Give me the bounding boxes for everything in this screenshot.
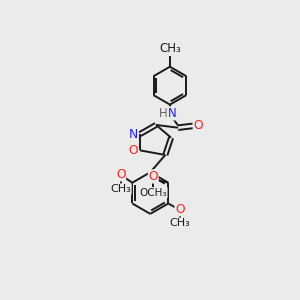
- Text: CH₃: CH₃: [159, 42, 181, 56]
- Text: O: O: [148, 170, 158, 183]
- Text: O: O: [193, 119, 203, 132]
- Text: O: O: [116, 168, 125, 181]
- Text: CH₃: CH₃: [169, 218, 190, 228]
- Text: CH₃: CH₃: [110, 184, 131, 194]
- Text: N: N: [167, 107, 176, 120]
- Text: OCH₃: OCH₃: [140, 188, 167, 198]
- Text: H: H: [159, 107, 168, 120]
- Text: N: N: [129, 128, 138, 141]
- Text: O: O: [175, 203, 185, 216]
- Text: O: O: [129, 144, 138, 157]
